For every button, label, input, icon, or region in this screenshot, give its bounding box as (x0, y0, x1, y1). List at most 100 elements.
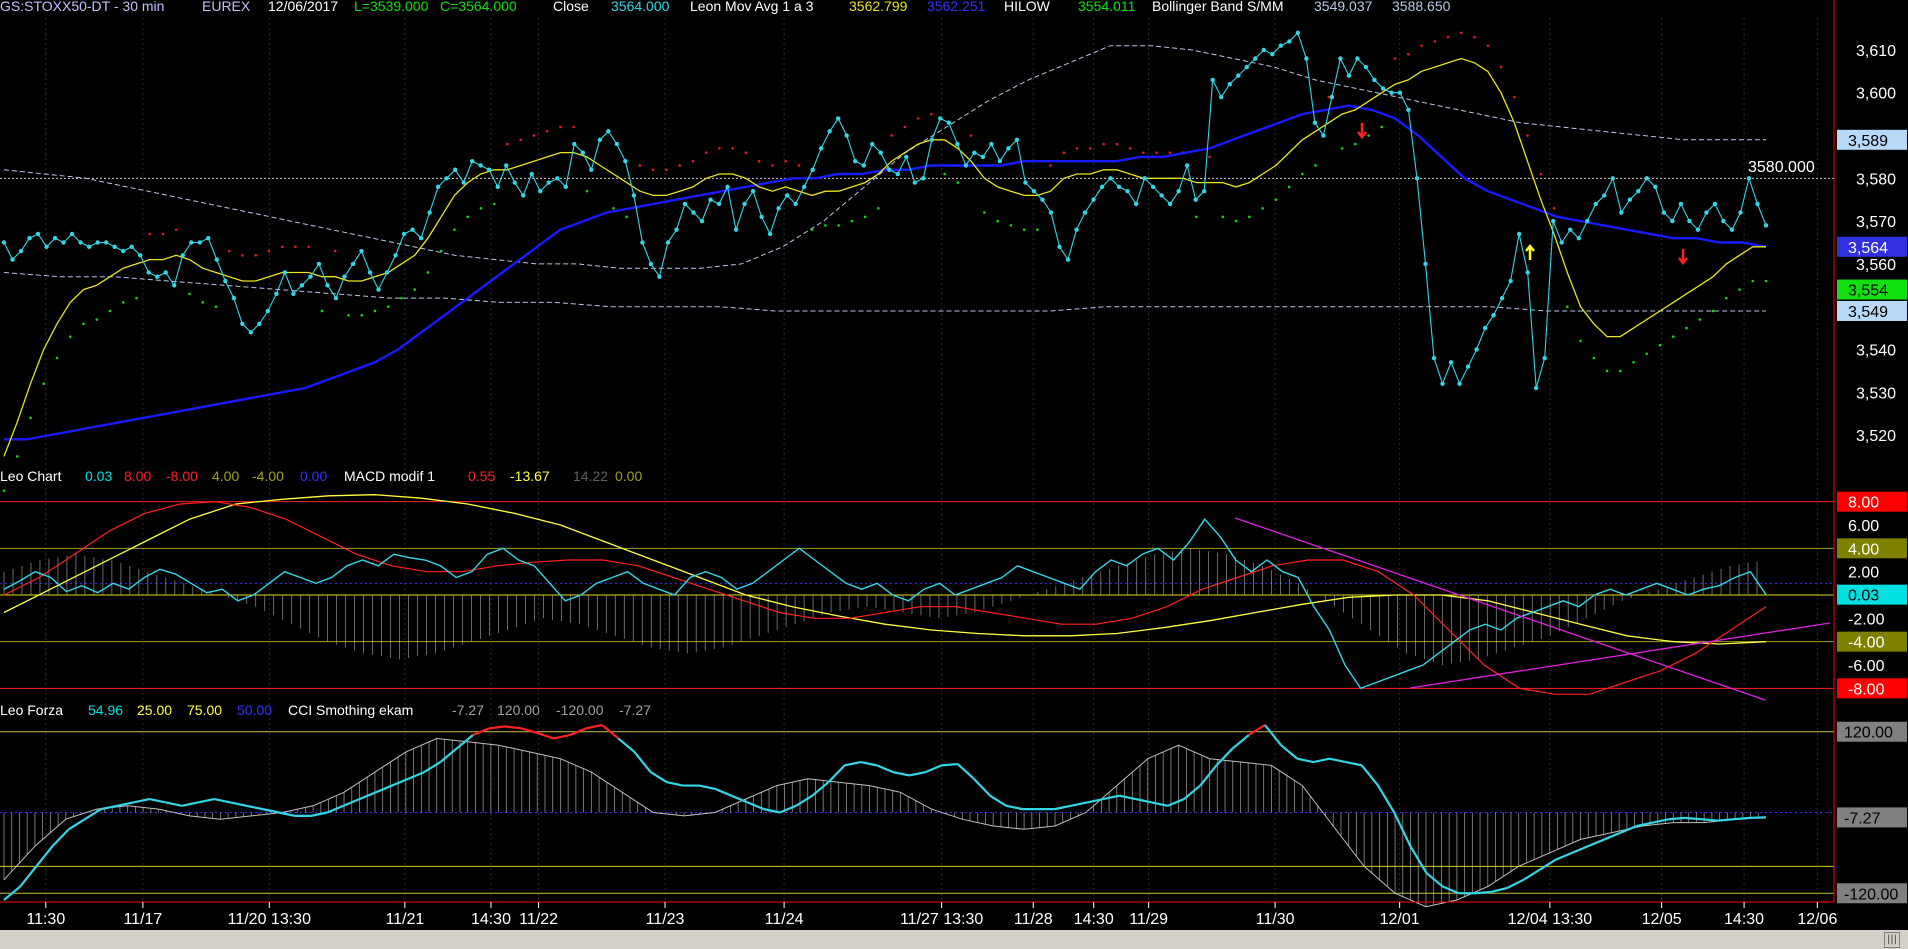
cci-segment (811, 781, 830, 797)
data-point (1261, 47, 1266, 53)
hilow-dot (1711, 309, 1715, 313)
x-tick-label: 11/24 (765, 911, 804, 928)
data-point (1253, 56, 1258, 61)
cci-segment (1652, 818, 1670, 824)
indicator-tick-label: -8.00 (1848, 681, 1885, 698)
hilow-dot (320, 309, 324, 313)
cci-segment (230, 801, 247, 807)
data-point (240, 321, 245, 326)
data-point (1729, 227, 1735, 232)
hilow-dot (665, 168, 668, 172)
header-leon-val1: 3562.799 (849, 0, 908, 14)
cci-segment (246, 804, 263, 811)
hilow-dot (996, 219, 999, 223)
data-point (1363, 64, 1369, 70)
cci-segment (439, 747, 458, 763)
data-point (1065, 257, 1071, 262)
indicator-badge (1837, 631, 1907, 652)
hilow-dot (1632, 361, 1635, 364)
grid-layer (45, 18, 1818, 900)
buy-arrow-icon (1525, 243, 1535, 260)
data-point (504, 163, 509, 168)
sell-arrow-icon (1357, 123, 1367, 140)
hilow-dot (1274, 198, 1278, 202)
data-point (469, 159, 475, 164)
hilow-dot (863, 215, 867, 219)
data-point (163, 270, 168, 275)
hilow-dot (1248, 215, 1251, 219)
hilow-dot (612, 206, 615, 210)
y-tick-label: 3,570 (1856, 214, 1896, 231)
data-point (997, 159, 1003, 164)
data-point (427, 210, 432, 215)
x-tick-label: 11:30 (26, 911, 65, 928)
cci-segment (1329, 757, 1346, 764)
trendline-down (1234, 517, 1766, 701)
hilow-dot (1327, 95, 1331, 99)
data-point (1755, 201, 1760, 207)
cci-segment (1119, 794, 1136, 801)
leo-chart-panel (0, 494, 1834, 701)
hilow-dot (333, 249, 337, 253)
cci-segment (1506, 878, 1525, 889)
data-point (1746, 176, 1752, 181)
data-point (95, 240, 100, 245)
data-point (1457, 381, 1462, 386)
data-point (555, 176, 560, 181)
hilow-dot (1208, 155, 1211, 159)
data-point (853, 159, 858, 164)
data-point (461, 180, 466, 185)
scroll-grip-icon[interactable]: ||| (1884, 932, 1900, 948)
data-point (589, 167, 594, 172)
data-point (265, 308, 271, 314)
hilow-dot (890, 134, 893, 137)
data-point (1738, 210, 1743, 215)
cci-segment (1070, 801, 1088, 807)
hilow-dot (1698, 318, 1702, 321)
data-point (1576, 236, 1581, 241)
data-point (810, 167, 815, 172)
hilow-dot (1751, 279, 1755, 283)
axis-layer: 3,6103,6003,5903,5803,5703,5603,5503,540… (0, 0, 1907, 928)
data-point (231, 295, 237, 301)
data-point (887, 167, 892, 172)
data-point (776, 206, 781, 211)
data-point (1619, 210, 1624, 215)
data-point (538, 188, 543, 194)
data-point (1346, 73, 1352, 78)
data-point (401, 231, 407, 237)
hilow-dot (1075, 147, 1079, 150)
hilow-dot (1552, 206, 1556, 210)
hilow-dot (771, 164, 774, 167)
series-line-bollinger-lower (3, 272, 1766, 312)
hilow-dot (824, 224, 827, 227)
data-point (1210, 77, 1215, 83)
cci-segment (1215, 747, 1234, 767)
data-point (572, 141, 577, 147)
hilow-dot (1486, 44, 1490, 47)
cci-segment (633, 751, 652, 773)
series-line-leon-mov-avg-1-a-3 (3, 57, 1766, 457)
data-point (197, 240, 202, 245)
data-point (1150, 184, 1156, 190)
data-point (1312, 120, 1318, 125)
indicator-badge (1837, 678, 1907, 699)
hilow-dot (532, 134, 536, 137)
data-point (912, 180, 917, 185)
data-point (18, 248, 24, 254)
hilow-dot (1539, 172, 1543, 176)
p3-c3: -120.00 (556, 702, 604, 718)
data-point (904, 154, 909, 160)
hilow-dot (1473, 35, 1476, 39)
hilow-dot (307, 245, 311, 249)
x-tick-label: 11/30 (1256, 911, 1295, 928)
cci-segment (1490, 886, 1508, 893)
chart-canvas: 3,6103,6003,5903,5803,5703,5603,5503,540… (0, 0, 1907, 928)
annotation-3580: 3580.000 (1748, 159, 1815, 176)
data-point (963, 163, 969, 168)
data-point (1116, 184, 1122, 190)
data-point (1687, 218, 1692, 224)
cci-segment (924, 764, 943, 774)
p2-v3: -8.00 (166, 468, 198, 484)
horizontal-scrollbar[interactable]: ||| (0, 930, 1908, 949)
